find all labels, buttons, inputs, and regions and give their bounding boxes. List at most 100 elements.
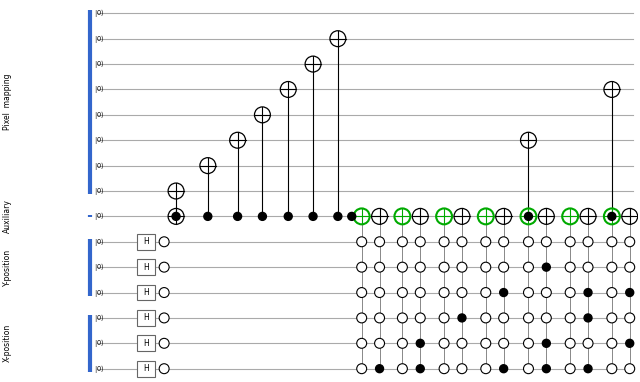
Circle shape bbox=[584, 288, 592, 296]
Circle shape bbox=[524, 262, 533, 272]
Circle shape bbox=[159, 288, 169, 298]
FancyBboxPatch shape bbox=[138, 285, 156, 301]
Circle shape bbox=[542, 263, 550, 271]
FancyBboxPatch shape bbox=[138, 310, 156, 326]
Circle shape bbox=[499, 313, 509, 323]
Circle shape bbox=[500, 288, 508, 296]
Text: $|0\rangle$: $|0\rangle$ bbox=[93, 7, 104, 19]
Circle shape bbox=[397, 313, 408, 323]
Circle shape bbox=[415, 288, 425, 298]
Text: $|0\rangle$: $|0\rangle$ bbox=[93, 286, 104, 299]
Text: Y-position: Y-position bbox=[3, 249, 12, 286]
FancyBboxPatch shape bbox=[138, 234, 156, 250]
Text: $|0\rangle$: $|0\rangle$ bbox=[93, 160, 104, 172]
Circle shape bbox=[356, 237, 367, 247]
Circle shape bbox=[499, 338, 509, 348]
Circle shape bbox=[583, 262, 593, 272]
Circle shape bbox=[481, 262, 491, 272]
Text: H: H bbox=[143, 263, 149, 272]
Text: $|0\rangle$: $|0\rangle$ bbox=[93, 109, 104, 121]
Circle shape bbox=[583, 338, 593, 348]
Circle shape bbox=[608, 212, 616, 220]
Circle shape bbox=[565, 338, 575, 348]
Circle shape bbox=[565, 262, 575, 272]
Text: H: H bbox=[143, 313, 149, 322]
Text: $|0\rangle$: $|0\rangle$ bbox=[93, 312, 104, 324]
Circle shape bbox=[607, 237, 617, 247]
Circle shape bbox=[159, 313, 169, 323]
FancyBboxPatch shape bbox=[138, 259, 156, 275]
Circle shape bbox=[416, 339, 424, 347]
Circle shape bbox=[356, 338, 367, 348]
Text: Pixel  mapping: Pixel mapping bbox=[3, 74, 12, 130]
Circle shape bbox=[457, 338, 467, 348]
Circle shape bbox=[541, 288, 551, 298]
Circle shape bbox=[397, 364, 408, 374]
Circle shape bbox=[309, 212, 317, 220]
Circle shape bbox=[625, 313, 635, 323]
Circle shape bbox=[584, 365, 592, 373]
Circle shape bbox=[565, 288, 575, 298]
Circle shape bbox=[607, 338, 617, 348]
Circle shape bbox=[499, 237, 509, 247]
Circle shape bbox=[481, 364, 491, 374]
Circle shape bbox=[159, 364, 169, 374]
Text: $|0\rangle$: $|0\rangle$ bbox=[93, 83, 104, 96]
FancyBboxPatch shape bbox=[138, 335, 156, 351]
Circle shape bbox=[542, 339, 550, 347]
Circle shape bbox=[439, 364, 449, 374]
Circle shape bbox=[457, 262, 467, 272]
Text: $|0\rangle$: $|0\rangle$ bbox=[93, 261, 104, 273]
Circle shape bbox=[525, 212, 532, 220]
Circle shape bbox=[356, 313, 367, 323]
Circle shape bbox=[397, 262, 408, 272]
Circle shape bbox=[625, 364, 635, 374]
Circle shape bbox=[348, 212, 356, 220]
Circle shape bbox=[524, 338, 533, 348]
Circle shape bbox=[499, 262, 509, 272]
Circle shape bbox=[376, 365, 383, 373]
Circle shape bbox=[541, 237, 551, 247]
Circle shape bbox=[626, 288, 634, 296]
Circle shape bbox=[607, 364, 617, 374]
Circle shape bbox=[397, 237, 408, 247]
Circle shape bbox=[204, 212, 212, 220]
Text: Auxiliary: Auxiliary bbox=[3, 199, 12, 233]
Text: $|0\rangle$: $|0\rangle$ bbox=[93, 236, 104, 248]
Circle shape bbox=[356, 288, 367, 298]
Circle shape bbox=[159, 262, 169, 272]
Circle shape bbox=[439, 262, 449, 272]
Circle shape bbox=[626, 339, 634, 347]
Text: $|0\rangle$: $|0\rangle$ bbox=[93, 210, 104, 222]
Circle shape bbox=[541, 313, 551, 323]
Circle shape bbox=[439, 288, 449, 298]
Circle shape bbox=[172, 212, 180, 220]
Circle shape bbox=[607, 262, 617, 272]
Circle shape bbox=[374, 237, 385, 247]
Circle shape bbox=[374, 262, 385, 272]
Circle shape bbox=[565, 237, 575, 247]
Circle shape bbox=[415, 313, 425, 323]
Text: $|0\rangle$: $|0\rangle$ bbox=[93, 58, 104, 70]
Circle shape bbox=[415, 237, 425, 247]
Circle shape bbox=[356, 364, 367, 374]
Circle shape bbox=[524, 313, 533, 323]
Text: $|0\rangle$: $|0\rangle$ bbox=[93, 337, 104, 349]
Circle shape bbox=[524, 237, 533, 247]
Circle shape bbox=[415, 262, 425, 272]
Circle shape bbox=[457, 364, 467, 374]
Circle shape bbox=[625, 262, 635, 272]
Circle shape bbox=[583, 237, 593, 247]
Circle shape bbox=[524, 288, 533, 298]
Circle shape bbox=[481, 313, 491, 323]
Circle shape bbox=[565, 364, 575, 374]
Text: H: H bbox=[143, 288, 149, 297]
Circle shape bbox=[524, 364, 533, 374]
Circle shape bbox=[159, 237, 169, 247]
Circle shape bbox=[439, 313, 449, 323]
Circle shape bbox=[439, 338, 449, 348]
Circle shape bbox=[584, 314, 592, 322]
Circle shape bbox=[374, 338, 385, 348]
Circle shape bbox=[259, 212, 266, 220]
FancyBboxPatch shape bbox=[138, 361, 156, 377]
